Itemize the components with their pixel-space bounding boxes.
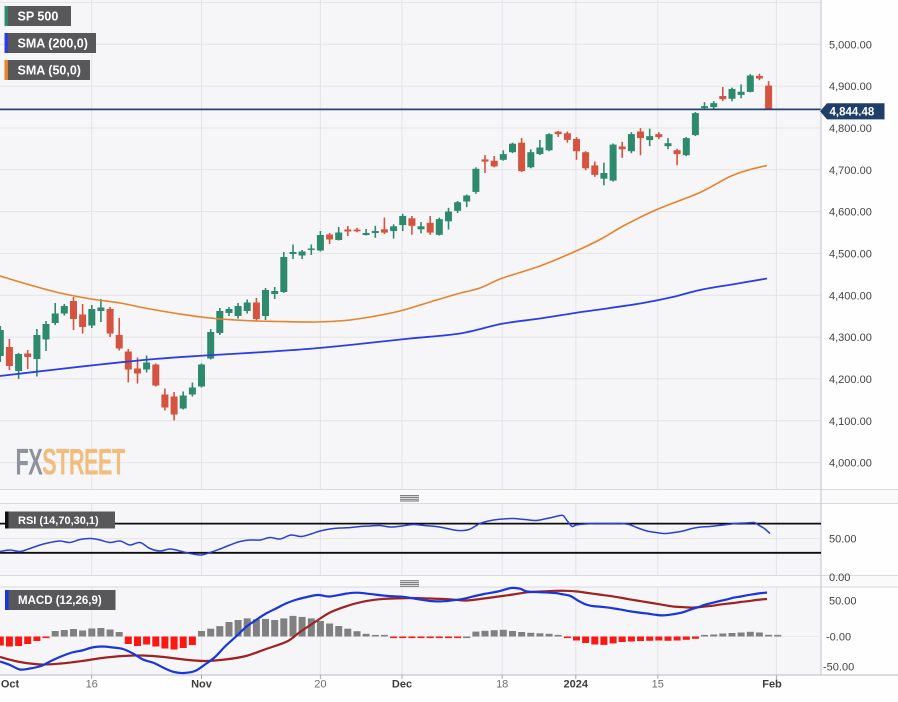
svg-text:4,800.00: 4,800.00	[829, 123, 872, 135]
svg-text:4,700.00: 4,700.00	[829, 165, 872, 177]
svg-text:4,600.00: 4,600.00	[829, 207, 872, 219]
svg-text:SMA (200,0): SMA (200,0)	[18, 37, 88, 51]
svg-text:4,300.00: 4,300.00	[829, 332, 872, 344]
svg-text:MACD (12,26,9): MACD (12,26,9)	[18, 595, 102, 607]
svg-text:0.00: 0.00	[829, 572, 850, 584]
svg-text:FXSTREET: FXSTREET	[16, 443, 126, 483]
svg-text:Feb: Feb	[762, 679, 782, 691]
svg-text:Dec: Dec	[392, 679, 412, 691]
svg-text:18: 18	[496, 679, 508, 691]
svg-text:4,400.00: 4,400.00	[829, 290, 872, 302]
svg-text:4,000.00: 4,000.00	[829, 458, 872, 470]
svg-text:15: 15	[652, 679, 664, 691]
svg-text:2024: 2024	[564, 679, 589, 691]
svg-text:4,900.00: 4,900.00	[829, 81, 872, 93]
svg-text:4,844.48: 4,844.48	[830, 106, 875, 118]
svg-text:-50.00: -50.00	[823, 661, 854, 673]
svg-text:5,000.00: 5,000.00	[829, 39, 872, 51]
svg-text:4,500.00: 4,500.00	[829, 248, 872, 260]
svg-text:Oct: Oct	[1, 679, 20, 691]
svg-text:16: 16	[86, 679, 98, 691]
svg-text:RSI (14,70,30,1): RSI (14,70,30,1)	[18, 515, 99, 527]
svg-text:50.00: 50.00	[829, 596, 857, 608]
svg-text:-0.00: -0.00	[826, 631, 851, 643]
svg-text:SP 500: SP 500	[18, 10, 59, 24]
svg-text:4,200.00: 4,200.00	[829, 374, 872, 386]
svg-text:Nov: Nov	[191, 679, 213, 691]
svg-text:20: 20	[314, 679, 326, 691]
svg-text:SMA (50,0): SMA (50,0)	[18, 64, 81, 78]
svg-text:50.00: 50.00	[829, 534, 857, 546]
svg-text:4,100.00: 4,100.00	[829, 416, 872, 428]
